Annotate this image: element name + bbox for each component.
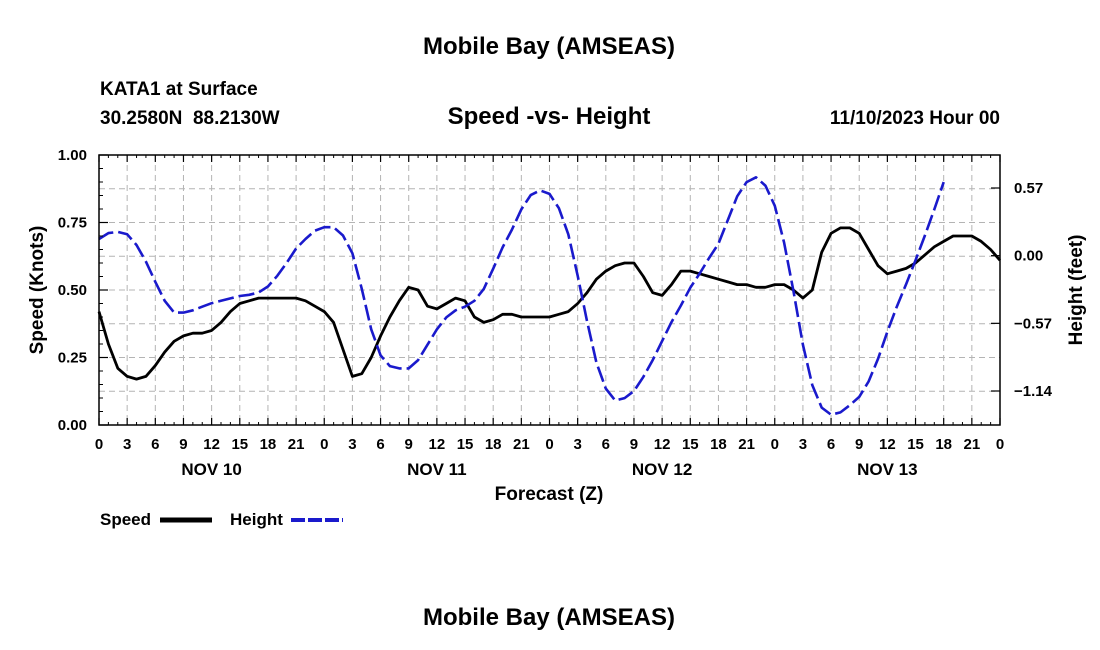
plot-grid <box>99 155 1000 425</box>
x-axis-title: Forecast (Z) <box>495 484 604 505</box>
x-tick-label: 12 <box>203 436 220 453</box>
legend-height-label: Height <box>230 510 283 529</box>
x-day-label: NOV 12 <box>632 460 692 479</box>
x-tick-label: 6 <box>602 436 610 453</box>
x-tick-label: 15 <box>457 436 474 453</box>
forecast-datetime: 11/10/2023 Hour 00 <box>830 108 1000 129</box>
series-line-height <box>98 176 945 416</box>
x-tick-label: 18 <box>260 436 277 453</box>
x-tick-label: 0 <box>545 436 553 453</box>
plot-series <box>97 176 1002 416</box>
x-tick-label: 18 <box>485 436 502 453</box>
x-tick-label: 15 <box>682 436 699 453</box>
x-tick-label: 18 <box>710 436 727 453</box>
x-tick-label: 21 <box>288 436 305 453</box>
x-tick-label: 18 <box>935 436 952 453</box>
x-tick-label: 15 <box>907 436 924 453</box>
x-tick-label: 0 <box>771 436 779 453</box>
x-tick-label: 0 <box>996 436 1004 453</box>
plot-axes: 0 3 6 9 12 15 18 21 0 3 6 9 12 15 18 21 0 3 6 9 12 15 18 21 0 3 6 9… <box>58 147 1053 479</box>
y-tick-label: 0.75 <box>58 215 87 232</box>
x-tick-label: 12 <box>879 436 896 453</box>
x-tick-label: 3 <box>799 436 807 453</box>
x-tick-label: 3 <box>348 436 356 453</box>
station-coords: 30.2580N 88.2130W <box>100 108 280 129</box>
x-day-label: NOV 13 <box>857 460 917 479</box>
x-tick-label: 6 <box>151 436 159 453</box>
y-tick-label: 0.25 <box>58 350 87 367</box>
x-day-label: NOV 11 <box>407 460 467 479</box>
x-tick-label: 3 <box>123 436 131 453</box>
x-tick-label: 0 <box>320 436 328 453</box>
x-tick-label: 12 <box>429 436 446 453</box>
y-tick-label: 0.50 <box>58 282 87 299</box>
y-tick-label: 1.00 <box>58 147 87 164</box>
y-tick-label: 0.00 <box>58 417 87 434</box>
chart-main-title: Mobile Bay (AMSEAS) <box>423 33 675 60</box>
x-tick-label: 21 <box>964 436 981 453</box>
footer-title: Mobile Bay (AMSEAS) <box>423 604 675 631</box>
x-tick-label: 9 <box>855 436 863 453</box>
y2-tick-label: −0.57 <box>1014 315 1052 332</box>
x-tick-label: 6 <box>376 436 384 453</box>
legend: Speed Height <box>100 510 343 529</box>
chart-subtitle: Speed -vs- Height <box>448 103 651 130</box>
x-tick-label: 21 <box>513 436 530 453</box>
x-tick-label: 9 <box>179 436 187 453</box>
x-tick-label: 12 <box>654 436 671 453</box>
y2-tick-label: 0.57 <box>1014 180 1043 197</box>
x-tick-label: 15 <box>231 436 248 453</box>
legend-speed-label: Speed <box>100 510 151 529</box>
station-label: KATA1 at Surface <box>100 79 258 100</box>
x-tick-label: 9 <box>630 436 638 453</box>
y2-axis-title: Height (feet) <box>1066 235 1087 346</box>
y2-tick-label: 0.00 <box>1014 248 1043 265</box>
x-tick-label: 3 <box>573 436 581 453</box>
x-tick-label: 9 <box>405 436 413 453</box>
series-line-speed <box>97 226 1002 381</box>
y2-tick-label: −1.14 <box>1014 383 1053 400</box>
x-day-label: NOV 10 <box>181 460 241 479</box>
y-axis-title: Speed (Knots) <box>27 226 48 355</box>
x-tick-label: 21 <box>738 436 755 453</box>
x-tick-label: 0 <box>95 436 103 453</box>
x-tick-label: 6 <box>827 436 835 453</box>
